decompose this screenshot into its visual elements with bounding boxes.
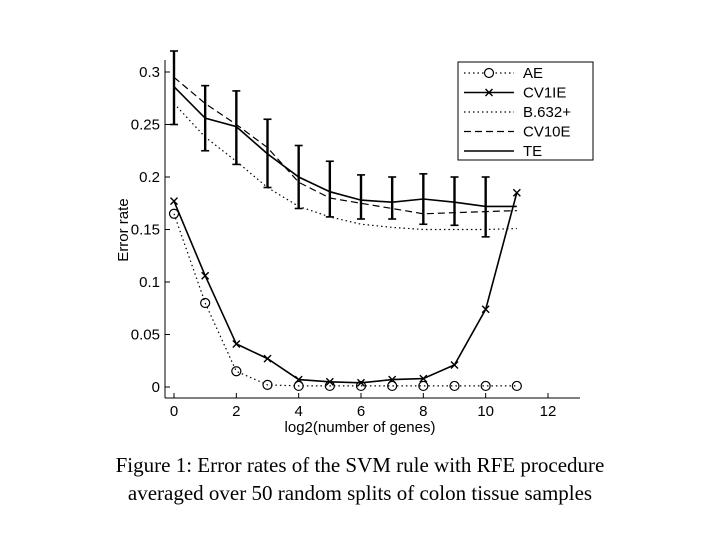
error-bars [170,50,490,238]
series-layer [173,76,518,387]
point-ae [511,380,522,392]
x-tick-label: 8 [419,403,427,420]
point-cv1ie-stroke-b [388,375,397,384]
figure-caption-line-1: Figure 1: Error rates of the SVM rule wi… [115,453,605,477]
point-cv1ie-stroke-b [170,197,178,206]
point-ae [293,380,304,392]
point-cv1ie-stroke-b [419,374,428,383]
x-tick-label: 0 [170,403,178,420]
point-ae [387,380,398,392]
y-tick-label: 0.3 [139,64,160,81]
point-cv1ie-stroke-b [201,271,210,280]
y-tick-label: 0.25 [131,117,160,134]
point-cv1ie-stroke-b [232,339,241,348]
point-ae [168,208,180,219]
y-tick-label: 0.2 [139,169,160,186]
point-cv1ie [481,305,490,314]
legend-marker-cv1ie [485,88,493,97]
point-ae [262,379,273,390]
legend-label-cv10e: CV10E [523,124,571,141]
x-tick-label: 6 [357,403,365,420]
x-tick-label: 10 [477,403,494,420]
point-cv1ie [170,197,178,206]
point-cv1ie [357,378,365,387]
legend-label-cv1ie: CV1IE [523,85,566,102]
point-cv1ie-stroke-b [263,354,272,363]
point-cv1ie-stroke-b [512,188,521,197]
figure-caption-line-2: averaged over 50 random splits of colon … [127,481,593,505]
point-cv1ie-stroke-b [294,375,303,384]
point-cv1ie [325,377,334,386]
point-cv1ie [388,375,397,384]
point-cv1ie [512,188,521,197]
legend-label-te: TE [523,143,542,160]
y-tick-label: 0.1 [139,274,160,291]
x-tick-label: 2 [232,403,240,420]
point-ae [355,380,367,392]
point-ae [449,380,460,392]
legend-box [457,61,594,161]
series-line-cv10e [173,76,517,215]
legend-label-b-632-: B.632+ [523,104,571,121]
y-tick-label: 0.15 [131,222,160,239]
point-cv1ie [294,375,303,384]
series-line-te [173,86,517,208]
axes: 0 2 4 6 8 10 12 0 0.05 0.1 0.15 0.2 0.25 0.3 [131,64,557,420]
point-cv1ie-stroke-b [357,378,365,387]
legend-label-ae: AE [523,65,543,82]
point-cv1ie [263,354,272,363]
legend-marker-ae [483,67,495,79]
series-line-cv1ie [173,192,518,384]
y-tick-label: 0 [152,379,160,396]
point-cv1ie-stroke-b [325,377,334,386]
point-cv1ie [450,360,459,369]
point-ae [231,366,242,377]
x-tick-label: 12 [540,403,557,420]
point-cv1ie [232,339,241,348]
point-cv1ie-stroke-b [450,360,459,369]
point-cv1ie-stroke-b [481,305,490,314]
series-line-ae [173,213,517,387]
point-cv1ie [201,271,210,280]
x-axis-label: log2(number of genes) [285,419,436,436]
error-rate-chart: 0 2 4 6 8 10 12 0 0.05 0.1 0.15 0.2 0.25 0.3 AE CV1IE B… [115,50,594,436]
x-tick-label: 4 [294,403,302,420]
markers [168,188,522,392]
point-ae [480,380,491,392]
y-tick-label: 0.05 [131,327,160,344]
y-axis-label: Error rate [115,198,132,261]
point-cv1ie [419,374,428,383]
point-ae [200,297,211,309]
point-ae [418,380,429,392]
legend: AE CV1IE B.632+ CV10E TE [457,61,594,161]
